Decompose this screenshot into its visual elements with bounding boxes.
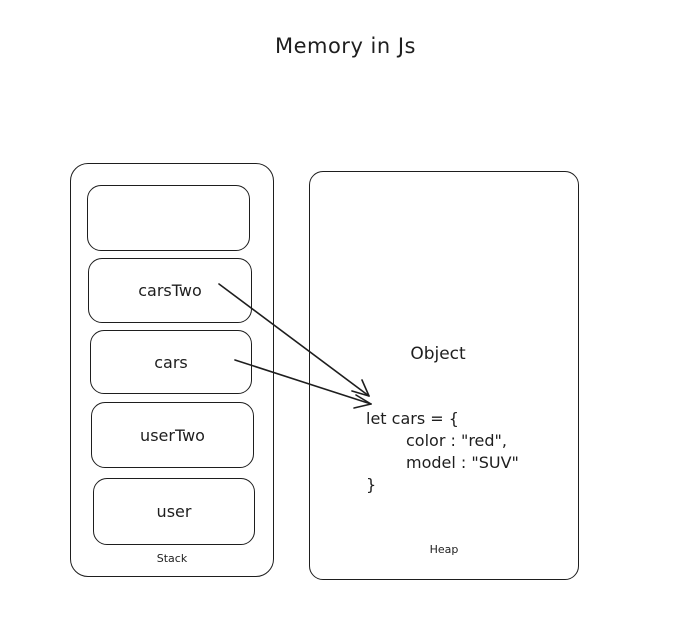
stack-slot-label: cars <box>154 352 188 372</box>
code-line: let cars = { <box>366 409 459 428</box>
stack-slot-user: user <box>93 478 255 545</box>
stack-container <box>70 163 274 577</box>
stack-slot-label: carsTwo <box>138 281 202 300</box>
arrowhead-cars <box>353 394 372 409</box>
stack-slot-empty <box>87 185 250 251</box>
diagram-title: Memory in Js <box>274 34 417 58</box>
heap-object-label: Object <box>410 344 466 364</box>
arrow-carsTwo-to-object <box>218 283 370 397</box>
stack-slot-userTwo: userTwo <box>91 402 254 468</box>
arrow-cars-to-object <box>234 359 372 405</box>
code-line: } <box>366 475 377 494</box>
arrowhead-carsTwo <box>351 379 370 397</box>
heap-object-code: let cars = { color : "red", model : "SUV… <box>366 408 519 496</box>
stack-slot-cars: cars <box>90 330 252 394</box>
stack-label: Stack <box>156 552 188 565</box>
code-line: color : "red", <box>406 431 507 450</box>
stack-slot-label: userTwo <box>140 425 205 445</box>
stack-slot-carsTwo: carsTwo <box>88 258 252 323</box>
heap-label: Heap <box>429 543 459 556</box>
heap-container <box>309 171 579 580</box>
code-line: model : "SUV" <box>406 453 519 472</box>
stack-slot-label: user <box>156 502 192 521</box>
